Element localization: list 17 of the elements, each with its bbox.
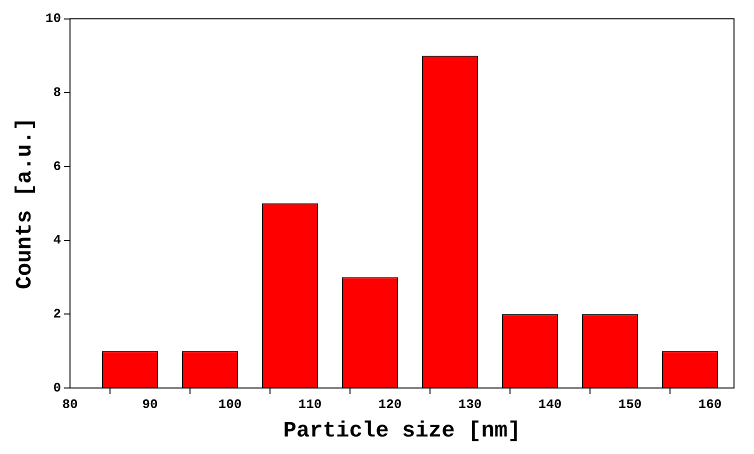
y-tick-label: 4 [53, 232, 62, 248]
y-tick-label: 6 [53, 158, 62, 174]
x-tick-label: 90 [142, 397, 158, 412]
x-tick-label: 140 [538, 397, 562, 412]
x-tick-label: 150 [618, 397, 642, 412]
x-tick-label: 160 [698, 397, 722, 412]
y-tick-label: 2 [53, 306, 62, 322]
x-axis-title: Particle size [nm] [283, 418, 521, 444]
x-tick-label: 110 [298, 397, 322, 412]
y-tick-label: 0 [53, 380, 62, 396]
y-tick-label: 8 [53, 84, 62, 100]
y-axis-title: Counts [a.u.] [12, 118, 38, 290]
x-tick-label: 120 [378, 397, 402, 412]
x-tick-label: 80 [62, 397, 78, 412]
y-tick-label: 10 [45, 11, 62, 26]
x-tick-label: 100 [218, 397, 242, 412]
x-tick-label: 130 [458, 397, 482, 412]
